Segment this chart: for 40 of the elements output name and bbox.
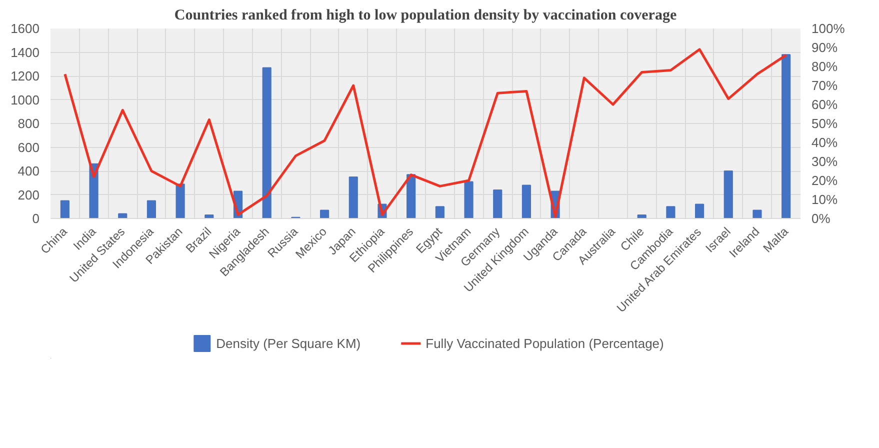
chart-title: Countries ranked from high to low population density by vaccination coverage <box>174 8 677 24</box>
y-tick-label: 1200 <box>10 68 40 84</box>
bar <box>176 184 185 218</box>
y-tick-label: 1000 <box>10 92 40 108</box>
y-tick-label: 400 <box>18 164 40 178</box>
bar <box>522 184 531 218</box>
legend-label: Fully Vaccinated Population (Percentage) <box>426 336 664 350</box>
y2-tick-label: 60% <box>812 97 838 112</box>
y2-tick-label: 70% <box>812 78 838 93</box>
bar <box>752 210 762 218</box>
y-tick-label: 800 <box>18 116 40 131</box>
bar <box>435 206 444 218</box>
legend-label: Density (Per Square KM) <box>216 336 361 350</box>
y2-tick-label: 90% <box>812 40 838 55</box>
bar <box>493 190 502 218</box>
bar <box>320 210 330 218</box>
bar <box>724 170 733 218</box>
bar <box>60 200 70 218</box>
bar <box>695 204 704 218</box>
y2-tick-label: 100% <box>812 21 846 36</box>
y-tick-label: 1600 <box>10 21 40 36</box>
bar <box>782 54 791 218</box>
line-series <box>64 48 788 218</box>
bar <box>146 200 156 218</box>
y2-tick-label: 80% <box>812 59 838 74</box>
bar <box>262 67 272 218</box>
y2-tick-label: 30% <box>812 154 838 169</box>
y2-tick-label: 20% <box>812 173 838 188</box>
y2-tick-label: 10% <box>812 192 838 207</box>
y-tick-label: 600 <box>18 140 40 155</box>
y-tick-label: 1400 <box>10 44 40 60</box>
bar <box>464 181 474 218</box>
y2-tick-label: 40% <box>812 135 838 150</box>
bar <box>348 176 358 218</box>
y-tick-label: 200 <box>18 187 40 202</box>
y2-tick-label: 0% <box>812 211 831 226</box>
y2-tick-label: 50% <box>812 116 838 131</box>
y-tick-label: 0 <box>32 211 40 226</box>
bar <box>406 174 416 218</box>
bar <box>666 206 676 218</box>
